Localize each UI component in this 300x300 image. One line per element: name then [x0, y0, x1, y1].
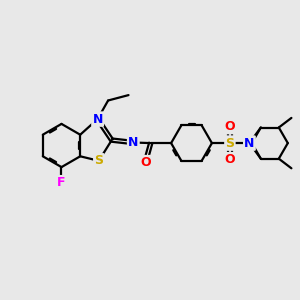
Text: S: S — [94, 154, 103, 167]
Text: S: S — [225, 136, 234, 150]
Text: O: O — [225, 153, 235, 166]
Text: O: O — [225, 120, 235, 133]
Text: O: O — [140, 156, 151, 169]
Text: F: F — [57, 176, 66, 189]
Text: N: N — [92, 112, 103, 126]
Text: N: N — [128, 136, 139, 149]
Text: N: N — [244, 136, 255, 150]
